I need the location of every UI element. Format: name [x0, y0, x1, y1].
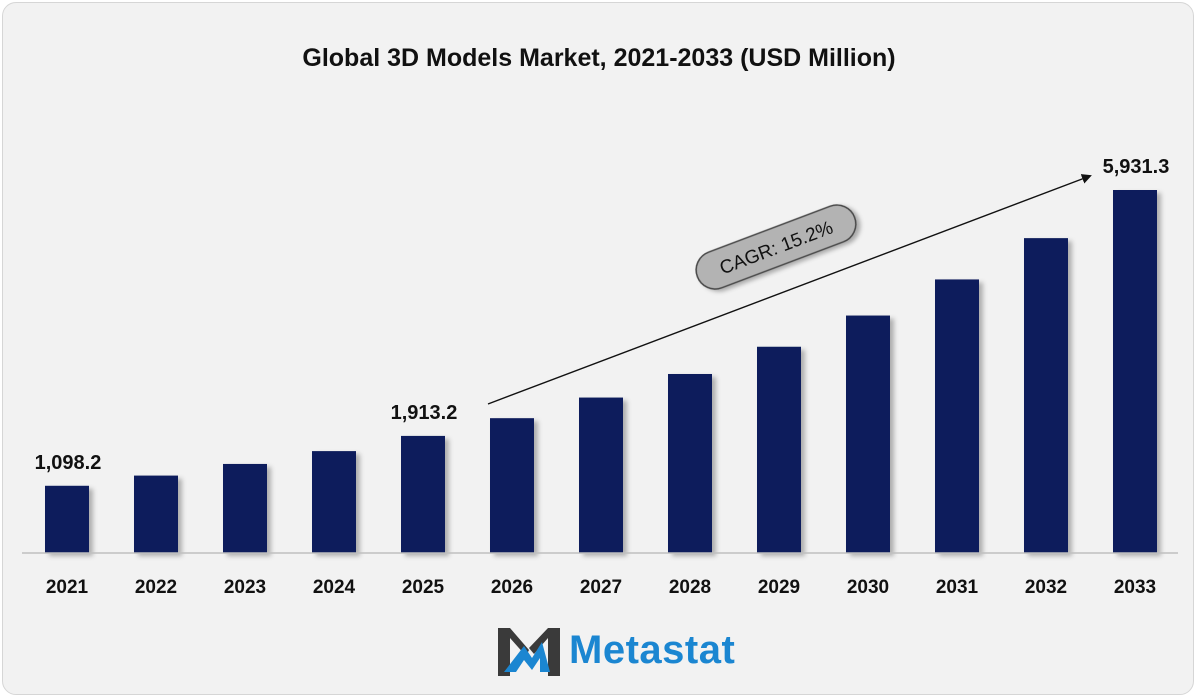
x-tick-label-2025: 2025: [402, 577, 445, 598]
chart-title: Global 3D Models Market, 2021-2033 (USD …: [302, 44, 896, 72]
bar-2026: [490, 418, 534, 553]
bar-2031: [935, 279, 979, 553]
bar-2033: [1113, 190, 1157, 553]
bar-2030: [846, 315, 890, 553]
metastat-logo: Metastat: [496, 622, 756, 682]
bar-2024: [312, 451, 356, 553]
bar-2021: [45, 485, 89, 553]
x-tick-label-2026: 2026: [491, 577, 533, 598]
data-label-2021: 1,098.2: [35, 452, 102, 474]
bar-2025: [401, 435, 445, 553]
x-tick-label-2022: 2022: [135, 577, 177, 598]
data-label-2025: 1,913.2: [391, 402, 458, 424]
brand-name: Metastat: [569, 628, 736, 672]
x-tick-label-2028: 2028: [669, 577, 711, 598]
bar-2022: [134, 475, 178, 553]
bar-2028: [668, 373, 712, 553]
metastat-logo-mark-icon: [498, 628, 560, 676]
bar-2023: [223, 463, 267, 553]
x-tick-label-2033: 2033: [1114, 577, 1156, 598]
x-tick-label-2031: 2031: [936, 577, 979, 598]
x-tick-label-2027: 2027: [580, 577, 622, 598]
cagr-badge: CAGR: 15.2%: [695, 204, 857, 290]
bar-2032: [1024, 238, 1068, 554]
bar-2029: [757, 346, 801, 553]
data-label-2033: 5,931.3: [1103, 156, 1170, 178]
x-tick-label-2029: 2029: [758, 577, 800, 598]
x-tick-label-2024: 2024: [313, 577, 356, 598]
cagr-arrow: [487, 174, 1092, 405]
x-tick-label-2032: 2032: [1025, 577, 1067, 598]
x-tick-label-2021: 2021: [46, 577, 89, 598]
x-tick-label-2023: 2023: [224, 577, 266, 598]
x-tick-label-2030: 2030: [847, 577, 889, 598]
bar-2027: [579, 397, 623, 553]
